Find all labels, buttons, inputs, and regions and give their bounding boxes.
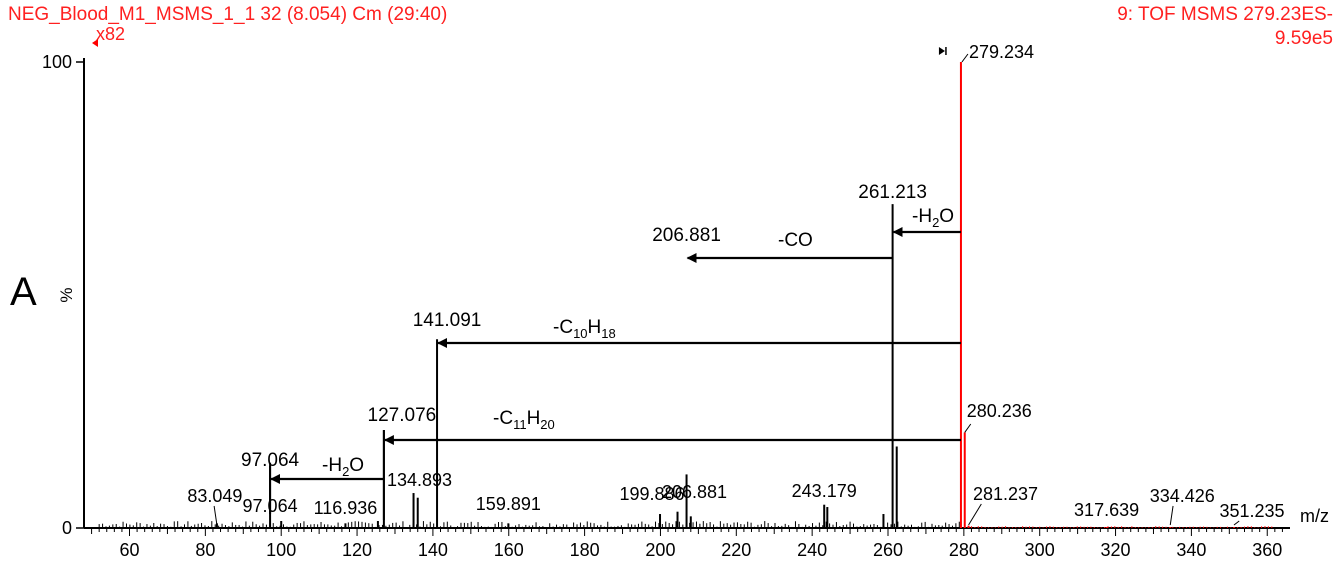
x-tick-label: 120 bbox=[342, 540, 372, 560]
x-tick-label: 240 bbox=[797, 540, 827, 560]
peak-label: 317.639 bbox=[1074, 500, 1139, 520]
peak-label: 159.891 bbox=[476, 494, 541, 514]
neutral-loss-label: -H2O bbox=[322, 455, 364, 479]
x-tick-label: 160 bbox=[494, 540, 524, 560]
neutral-loss-label: -C10H18 bbox=[553, 317, 616, 341]
peak-label: 281.237 bbox=[973, 484, 1038, 504]
peak-label: 134.893 bbox=[387, 470, 452, 490]
panel-letter: A bbox=[10, 270, 37, 314]
y-tick-label: 100 bbox=[42, 52, 72, 72]
x-tick-label: 360 bbox=[1252, 540, 1282, 560]
base-peak-intensity: 9.59e5 bbox=[1274, 28, 1333, 49]
x-tick-label: 140 bbox=[418, 540, 448, 560]
x-tick-label: 80 bbox=[195, 540, 215, 560]
spectrum-title: NEG_Blood_M1_MSMS_1_1 32 (8.054) Cm (29:… bbox=[8, 4, 448, 25]
peak-label-leader bbox=[1233, 520, 1240, 526]
x-tick-label: 260 bbox=[873, 540, 903, 560]
fragment-label-127: 127.076 bbox=[368, 405, 437, 426]
fragment-label-97: 97.064 bbox=[241, 450, 300, 471]
neutral-loss-label: -C11H20 bbox=[493, 408, 555, 432]
x-tick-label: 220 bbox=[721, 540, 751, 560]
peak-label: 116.936 bbox=[314, 498, 378, 518]
peak-label: 199.886 bbox=[619, 484, 684, 504]
x-tick-label: 100 bbox=[266, 540, 296, 560]
peak-label-leader bbox=[1169, 505, 1174, 526]
neutral-loss-label: -H2O bbox=[912, 206, 954, 230]
y-axis-label: % bbox=[57, 287, 76, 302]
y-tick-label: 0 bbox=[62, 518, 72, 538]
peak-label: 334.426 bbox=[1150, 486, 1215, 506]
x-tick-label: 340 bbox=[1176, 540, 1206, 560]
x-tick-label: 300 bbox=[1025, 540, 1055, 560]
precursor-label: 279.234 bbox=[969, 42, 1034, 62]
x-tick-label: 320 bbox=[1101, 540, 1131, 560]
x-tick-label: 280 bbox=[949, 540, 979, 560]
magnify-end-marker bbox=[938, 47, 945, 55]
magnify-start-marker bbox=[92, 39, 98, 47]
peak-label: 351.235 bbox=[1219, 501, 1284, 521]
magnification-label: x82 bbox=[96, 24, 126, 44]
x-axis-label: m/z bbox=[1300, 506, 1329, 526]
peak-label-leader bbox=[968, 503, 982, 526]
x-tick-label: 60 bbox=[119, 540, 139, 560]
acquisition-function: 9: TOF MSMS 279.23ES- bbox=[1117, 4, 1333, 25]
fragment-label-141: 141.091 bbox=[413, 310, 482, 331]
fragment-label-261: 261.213 bbox=[858, 182, 927, 203]
peak-label: 243.179 bbox=[792, 481, 857, 501]
x-tick-label: 180 bbox=[570, 540, 600, 560]
neutral-loss-label: -CO bbox=[778, 230, 813, 251]
fragment-label-206: 206.881 bbox=[652, 225, 721, 246]
peak-label-leader bbox=[213, 505, 218, 526]
x-tick-label: 200 bbox=[645, 540, 675, 560]
peak-label: 206.881 bbox=[662, 482, 727, 502]
isotope-leader bbox=[964, 423, 972, 433]
isotope-label: 280.236 bbox=[967, 401, 1032, 421]
precursor-leader bbox=[961, 53, 969, 63]
peak-label: 83.049 bbox=[187, 486, 242, 506]
